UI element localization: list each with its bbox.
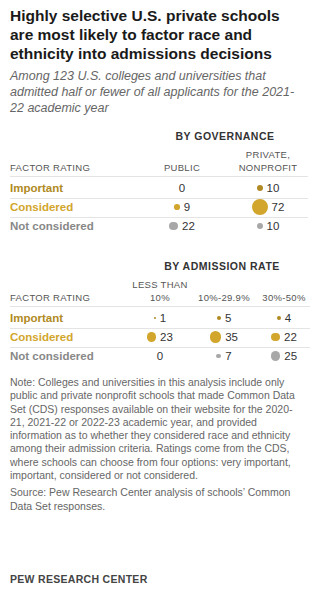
row-label: Important [10, 179, 63, 197]
data-label: 22 [182, 220, 195, 232]
data-label: 10 [267, 182, 280, 194]
separator [10, 176, 308, 177]
dot [257, 223, 263, 229]
credit: PEW RESEARCH CENTER [10, 573, 148, 585]
dot [271, 351, 280, 360]
data-label: 5 [225, 312, 231, 324]
row-label: Not considered [10, 347, 94, 365]
dot [271, 333, 280, 342]
row-label: Important [10, 309, 63, 327]
dot [252, 199, 268, 215]
dot [257, 185, 263, 191]
data-label: 25 [284, 350, 297, 362]
note: Note: Colleges and universities in this … [10, 376, 302, 482]
dot [277, 316, 281, 320]
data-label: 22 [284, 331, 297, 343]
data-label: 72 [272, 201, 285, 213]
data-label: 35 [225, 331, 238, 343]
dot [217, 316, 221, 320]
dot [147, 332, 156, 341]
cell: 22 [249, 328, 310, 346]
separator [10, 347, 310, 348]
column-header: 10%-29.9% [193, 291, 255, 304]
column-header: 30%-50% [256, 291, 310, 304]
row-header: FACTOR RATING [10, 161, 90, 174]
row-label: Considered [10, 328, 73, 346]
cell: 0 [125, 347, 195, 365]
dot [154, 317, 156, 319]
separator [10, 306, 310, 307]
column-header-box: LESS THAN 10% [132, 276, 188, 304]
column-header: PRIVATE, NONPROFIT [228, 148, 308, 174]
data-label: 0 [179, 182, 185, 194]
data-label: 23 [160, 331, 173, 343]
dot [174, 204, 180, 210]
row-label: Considered [10, 198, 73, 216]
data-label: 7 [225, 350, 231, 362]
data-label: 1 [160, 312, 166, 324]
subtitle: Among 123 U.S. colleges and universities… [10, 68, 302, 116]
row-label: Not considered [10, 217, 94, 235]
cell: 72 [233, 198, 303, 216]
cell: 10 [233, 179, 303, 197]
column-header-box: PRIVATE, NONPROFIT [228, 146, 308, 174]
cell: 0 [147, 179, 217, 197]
separator [10, 198, 308, 199]
chart-title: BY GOVERNANCE [142, 130, 308, 142]
data-label: 10 [267, 220, 280, 232]
chart-title: BY ADMISSION RATE [120, 260, 310, 272]
footnotes: Note: Colleges and universities in this … [10, 376, 302, 513]
column-header: LESS THAN 10% [132, 278, 188, 304]
column-header-box: 30%-50% [256, 276, 310, 304]
cell: 25 [249, 347, 310, 365]
column-header-box: PUBLIC [147, 146, 217, 174]
cell: 23 [125, 328, 195, 346]
data-label: 4 [285, 312, 291, 324]
cell: 9 [147, 198, 217, 216]
cell: 7 [189, 347, 259, 365]
cell: 5 [189, 309, 259, 327]
dot [169, 222, 178, 231]
cell: 35 [189, 328, 259, 346]
separator [10, 328, 310, 329]
cell: 4 [249, 309, 310, 327]
cell: 10 [233, 217, 303, 235]
source: Source: Pew Research Center analysis of … [10, 486, 302, 513]
data-label: 0 [157, 350, 163, 362]
row-header: FACTOR RATING [10, 291, 90, 304]
cell: 1 [125, 309, 195, 327]
dot [216, 354, 221, 359]
title: Highly selective U.S. private schools ar… [10, 6, 302, 63]
cell: 22 [147, 217, 217, 235]
dot [210, 331, 221, 342]
column-header: PUBLIC [147, 161, 217, 174]
separator [10, 217, 308, 218]
data-label: 9 [184, 201, 190, 213]
column-header-box: 10%-29.9% [193, 276, 255, 304]
